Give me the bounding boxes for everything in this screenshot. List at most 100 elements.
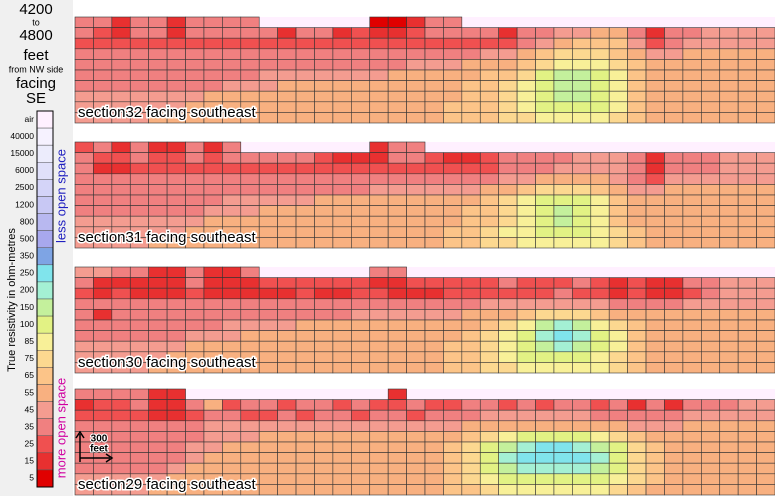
cell: [295, 173, 315, 185]
cell: [590, 484, 610, 496]
cell: [461, 409, 481, 422]
cell: [737, 173, 757, 185]
cell: [240, 16, 260, 28]
cell: [93, 48, 113, 60]
cell: [627, 330, 647, 342]
cell: [369, 330, 389, 342]
cell: [682, 48, 702, 60]
cell: [74, 16, 94, 28]
cell: [424, 48, 444, 60]
cell: [516, 420, 536, 432]
cell: [148, 80, 168, 92]
cell: [535, 452, 555, 464]
cell: [258, 48, 278, 60]
cell: [553, 162, 573, 175]
cell: [369, 112, 389, 124]
cell: [516, 205, 536, 217]
cell: [129, 184, 149, 196]
cell: [461, 237, 481, 249]
cell: [682, 309, 702, 321]
cell: [369, 462, 389, 475]
cell: [498, 69, 518, 81]
cell: [240, 162, 260, 175]
cell: [129, 441, 149, 453]
cell: [535, 237, 555, 249]
cell: [387, 362, 407, 374]
cell: [424, 319, 444, 331]
cell: [111, 48, 131, 60]
cell: [572, 226, 592, 238]
cell: [719, 152, 739, 164]
cell: [572, 184, 592, 196]
cell: [332, 319, 352, 331]
cell: [277, 452, 297, 464]
cell: [240, 59, 260, 71]
cell: [148, 298, 168, 310]
cell: [424, 287, 444, 300]
cell: [406, 399, 426, 411]
cell: [387, 409, 407, 422]
cell: [314, 184, 334, 196]
cell: [222, 330, 242, 342]
cell: [645, 205, 665, 217]
cell: [737, 90, 757, 103]
cell: [332, 37, 352, 50]
cell: [682, 90, 702, 103]
cell: [314, 101, 334, 113]
cell: [332, 237, 352, 249]
cell: [406, 351, 426, 363]
cell: [479, 441, 499, 453]
cell: [572, 431, 592, 443]
cell: [498, 330, 518, 342]
cell: [148, 194, 168, 206]
cell: [701, 420, 721, 432]
cell: [351, 37, 371, 50]
cell: [277, 431, 297, 443]
cell: [498, 162, 518, 175]
cell: [719, 184, 739, 196]
cell: [498, 101, 518, 113]
cell: [111, 16, 131, 28]
cell: [608, 462, 628, 475]
cell: [295, 48, 315, 60]
cell: [590, 473, 610, 485]
cell: [461, 431, 481, 443]
cell: [608, 215, 628, 228]
cell: [590, 90, 610, 103]
cell: [332, 452, 352, 464]
cell: [351, 309, 371, 321]
cell: [351, 184, 371, 196]
cell: [369, 351, 389, 363]
cell: [203, 80, 223, 92]
cell: [479, 27, 499, 39]
cell: [498, 484, 518, 496]
cell: [627, 452, 647, 464]
cell: [222, 399, 242, 411]
cell: [93, 16, 113, 28]
cell: [129, 27, 149, 39]
cell: [608, 362, 628, 374]
cell: [664, 90, 684, 103]
cell: [498, 319, 518, 331]
cell: [553, 362, 573, 374]
cell: [277, 319, 297, 331]
cell: [424, 351, 444, 363]
cell: [148, 266, 168, 278]
cell: [701, 473, 721, 485]
cell: [203, 16, 223, 28]
cell: [516, 351, 536, 363]
cell: [351, 48, 371, 60]
cell: [479, 309, 499, 321]
cell: [332, 309, 352, 321]
cell: [332, 90, 352, 103]
cell: [516, 330, 536, 342]
cell: [516, 48, 536, 60]
cell: [129, 90, 149, 103]
cell: [682, 205, 702, 217]
cell: [498, 112, 518, 124]
cell: [553, 351, 573, 363]
cell: [222, 27, 242, 39]
cell: [756, 162, 775, 175]
cell: [258, 184, 278, 196]
cell: [295, 90, 315, 103]
